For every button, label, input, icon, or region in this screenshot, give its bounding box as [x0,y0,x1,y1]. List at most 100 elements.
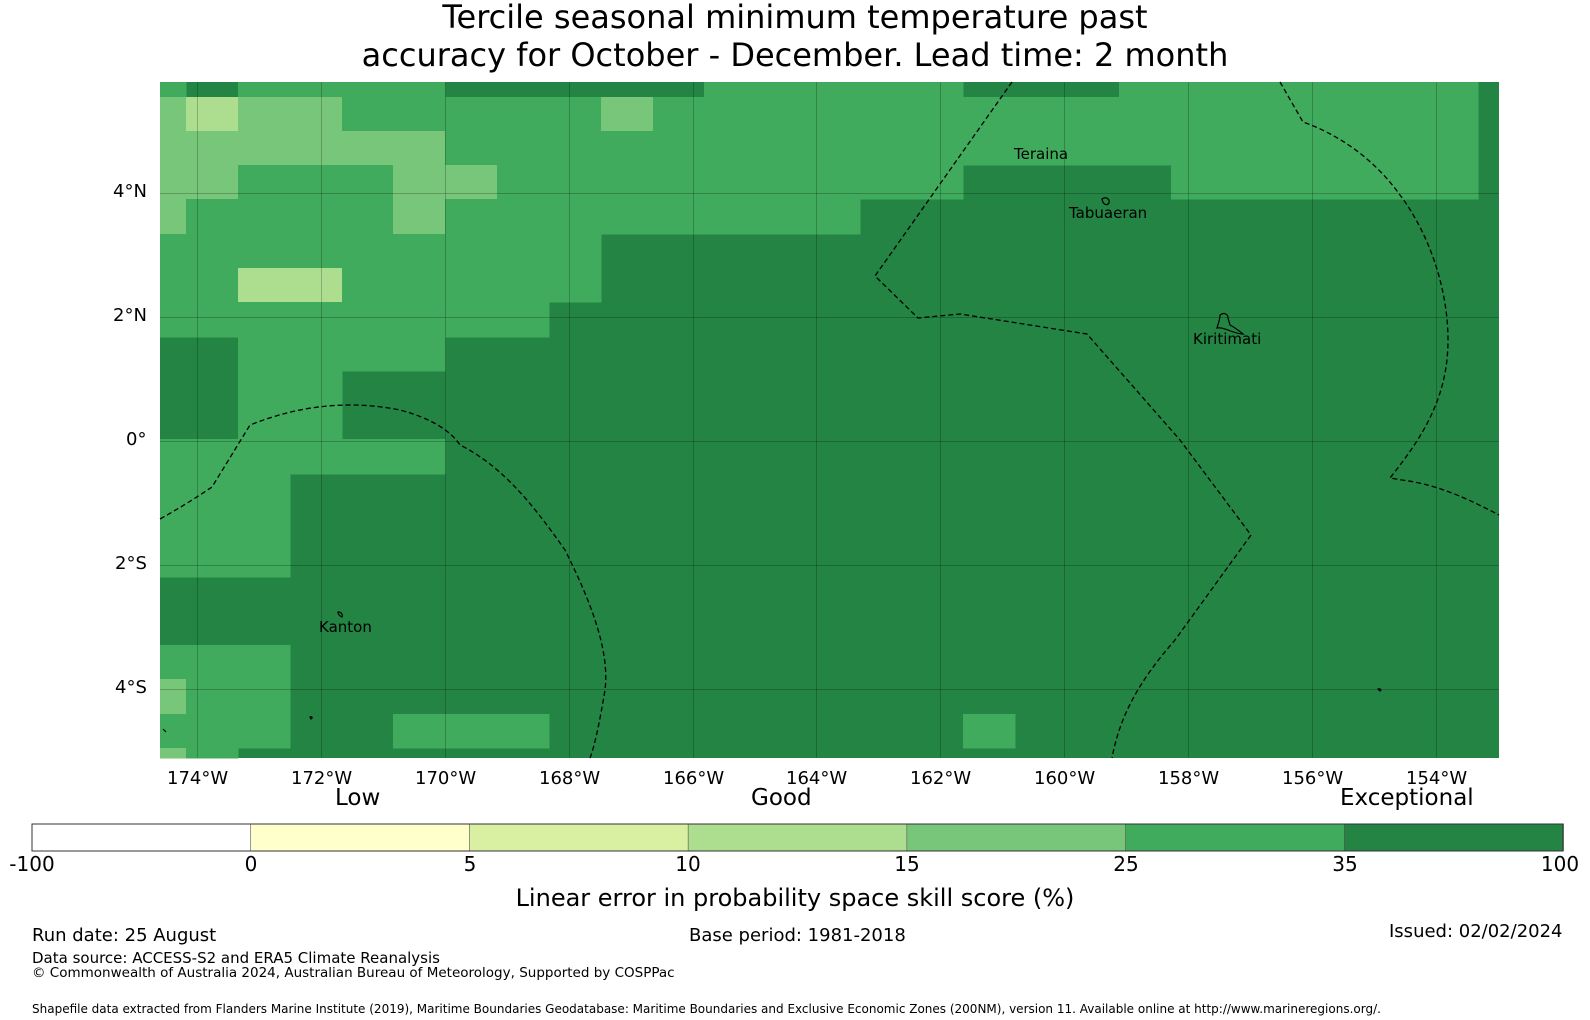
grid-cell [1223,165,1275,200]
grid-cell [1274,97,1327,132]
grid-cell [238,165,291,200]
island-small-1 [309,716,313,720]
grid-cell [756,82,809,98]
grid-cell [186,131,239,166]
grid-cell [912,82,964,98]
grid-cell [445,131,498,166]
map-title: Tercile seasonal minimum temperature pas… [0,0,1590,74]
grid-cell [290,234,343,269]
grid-cell [497,268,550,303]
grid-cell [1015,131,1068,166]
grid-cell [1274,82,1327,98]
grid-cell [160,748,187,759]
lat-label-0: 0° [126,429,147,450]
grid-cell [497,97,550,132]
grid-cell [601,199,654,235]
grid-cell [342,165,394,200]
grid-cell [1119,97,1172,132]
island-kanton [337,611,343,618]
grid-cell [1326,165,1379,200]
grid-cell [160,97,187,132]
grid-cell [393,165,446,200]
grid-cell [160,268,187,303]
lon-label-154w: 154°W [1406,768,1468,789]
lon-label-162w: 162°W [910,768,972,789]
grid-cell [549,234,602,269]
grid-cell [601,131,654,166]
lon-label-168w: 168°W [539,768,601,789]
grid-cell [963,714,1016,749]
grid-cell [238,714,291,749]
grid-cell [1223,97,1275,132]
eez-boundary-phoenix [159,404,607,759]
colorbar-tick-5: 5 [463,852,477,876]
island-tabuaeran [1101,197,1110,206]
grid-cell [704,199,757,235]
base-period: Base period: 1981-2018 [689,925,906,946]
grid-cell [290,337,343,372]
grid-cell [186,165,239,200]
place-label-kanton: Kanton [319,618,372,636]
grid-cell [238,508,291,543]
grid-cell [238,337,291,372]
grid-cell [445,302,498,338]
grid-cell [238,679,291,715]
grid-cell [342,131,394,166]
grid-cell [549,165,602,200]
legend-category-low: Low [335,785,381,811]
grid-cell [342,439,394,475]
grid-cell [160,645,187,680]
grid-cell [1171,82,1224,98]
skill-grid [160,82,1499,759]
grid-cell [704,97,757,132]
grid-cell [393,302,446,338]
grid-cell [497,302,550,338]
grid-cell [445,199,498,235]
grid-cell [342,82,394,98]
lon-label-156w: 156°W [1282,768,1344,789]
colorbar-segment [469,823,689,852]
colorbar-segment [906,823,1127,852]
colorbar-segment [1343,823,1564,852]
grid-cell [186,508,239,543]
coastlines [162,197,1382,733]
lon-label-174w: 174°W [167,768,229,789]
grid-cell [445,234,498,269]
grid-cell [186,474,239,509]
colorbar-segment [687,823,908,852]
grid-cell [393,199,446,235]
grid-cell [342,199,394,235]
grid-cell [1274,165,1327,200]
island-kiritimati [1216,312,1245,335]
grid-cell [342,268,394,303]
grid-cell [549,199,602,235]
grid-cell [342,302,394,338]
eez-boundary-line-islands [874,81,1252,759]
grid-cell [756,131,809,166]
grid-cell [963,97,1016,132]
grid-cell [808,165,861,200]
grid-cell [601,97,654,132]
grid-cell [1378,165,1479,200]
lon-label-160w: 160°W [1034,768,1096,789]
grid-cell [653,199,705,235]
grid-cell [445,165,498,200]
grid-cell [860,82,913,98]
grid-cell [186,302,239,338]
grid-cell [342,97,394,132]
grid-cell [549,131,602,166]
grid-cell [160,474,187,509]
grid-cell [186,748,239,759]
data-source: Data source: ACCESS-S2 and ERA5 Climate … [32,949,440,967]
grid-cell [653,131,705,166]
colorbar-tick-10: 10 [675,852,701,876]
grid-cell [1223,131,1275,166]
colorbar [31,823,1564,852]
grid-cell [160,542,187,578]
map-title-line2: accuracy for October - December. Lead ti… [361,36,1229,74]
grid-cell [1378,131,1479,166]
grid-cell [290,131,343,166]
place-label-tabuaeran: Tabuaeran [1069,204,1148,222]
parallels [160,193,1499,690]
colorbar-segment [250,823,471,852]
